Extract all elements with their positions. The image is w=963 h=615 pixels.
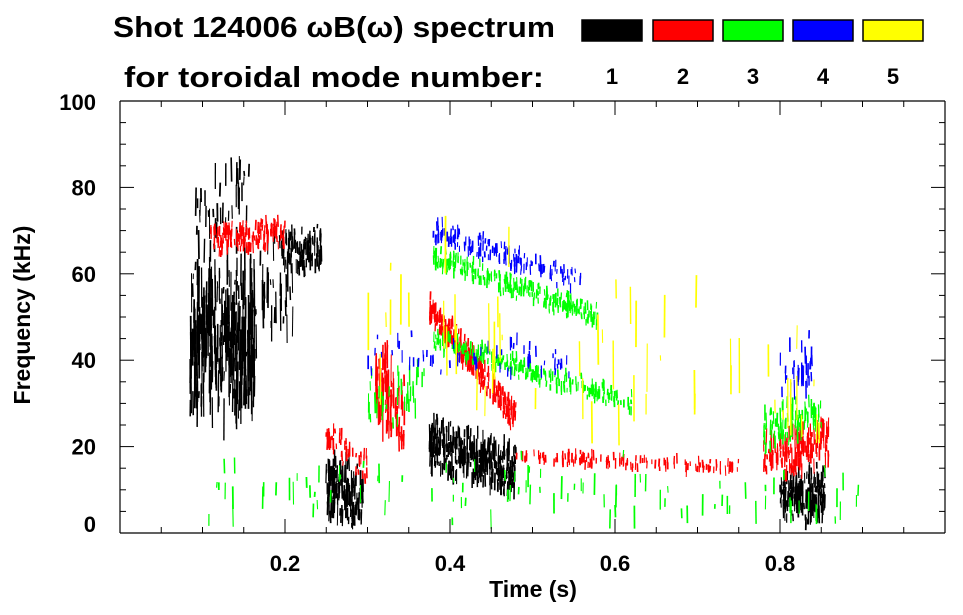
legend-swatch-mode-3 <box>722 19 784 42</box>
y-tick-label: 60 <box>72 262 96 287</box>
legend-label-mode-2: 2 <box>677 64 689 89</box>
legend-swatch-mode-4 <box>792 19 854 42</box>
chart-title-line1: Shot 124006 ωB(ω) spectrum <box>113 12 555 44</box>
chart-title-line2: for toroidal mode number: <box>124 62 544 94</box>
y-tick-label: 40 <box>72 348 96 373</box>
legend-label-mode-5: 5 <box>887 64 899 89</box>
legend-label-mode-4: 4 <box>817 64 830 89</box>
x-tick-label: 0.2 <box>270 551 301 576</box>
y-tick-label: 100 <box>59 90 96 115</box>
x-tick-label: 0.6 <box>600 551 631 576</box>
legend-swatch-mode-1 <box>581 19 643 42</box>
x-axis-label: Time (s) <box>489 576 577 602</box>
y-tick-label: 20 <box>72 435 96 460</box>
y-axis-label: Frequency (kHz) <box>9 226 35 405</box>
legend-swatch-mode-2 <box>652 19 714 42</box>
x-tick-label: 0.4 <box>435 551 466 576</box>
legend-label-mode-3: 3 <box>747 64 759 89</box>
legend-swatch-mode-5 <box>862 19 924 42</box>
axes: 0.2 0.4 0.6 0.8 0 20 40 60 80 100 <box>59 90 946 576</box>
y-tick-label: 0 <box>84 512 96 537</box>
legend-label-mode-1: 1 <box>606 64 618 89</box>
spectrum-marks <box>189 156 860 531</box>
legend: 1 2 3 4 5 <box>581 19 924 89</box>
x-tick-label: 0.8 <box>765 551 796 576</box>
y-tick-label: 80 <box>72 175 96 200</box>
